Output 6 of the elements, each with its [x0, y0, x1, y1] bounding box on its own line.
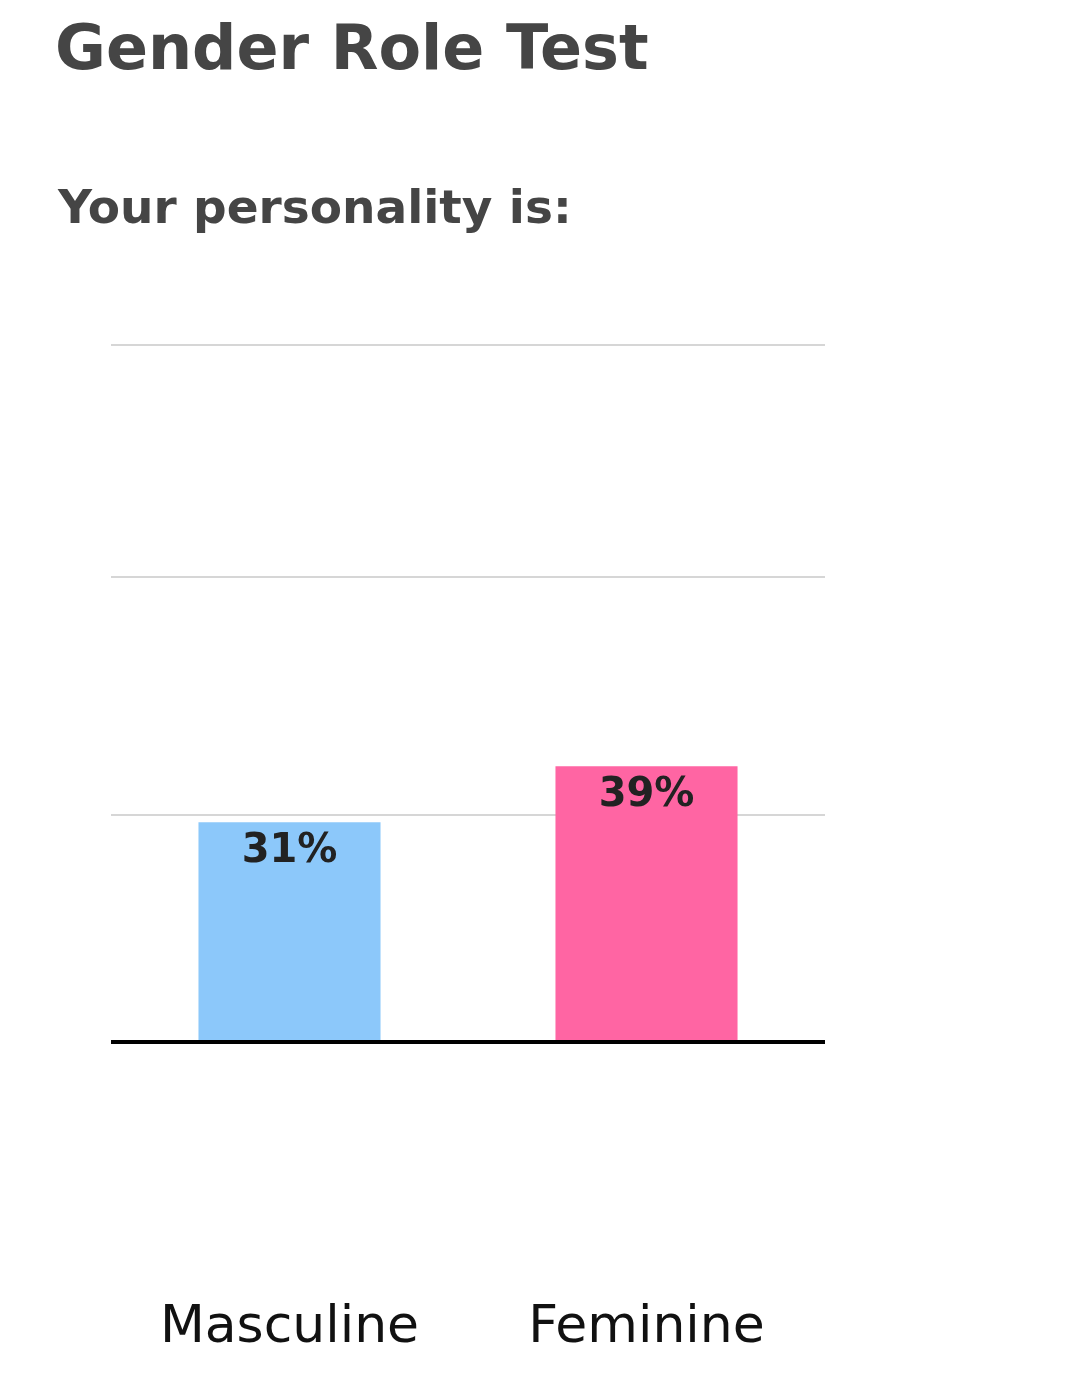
x-tick-label: Masculine [159, 1294, 420, 1355]
data-label: 39% [598, 769, 695, 816]
x-tick-label: Feminine [528, 1294, 765, 1355]
chart-subtitle: Your personality is: [57, 179, 572, 234]
data-label: 31% [241, 825, 338, 872]
chart-title: Gender Role Test [55, 11, 649, 85]
